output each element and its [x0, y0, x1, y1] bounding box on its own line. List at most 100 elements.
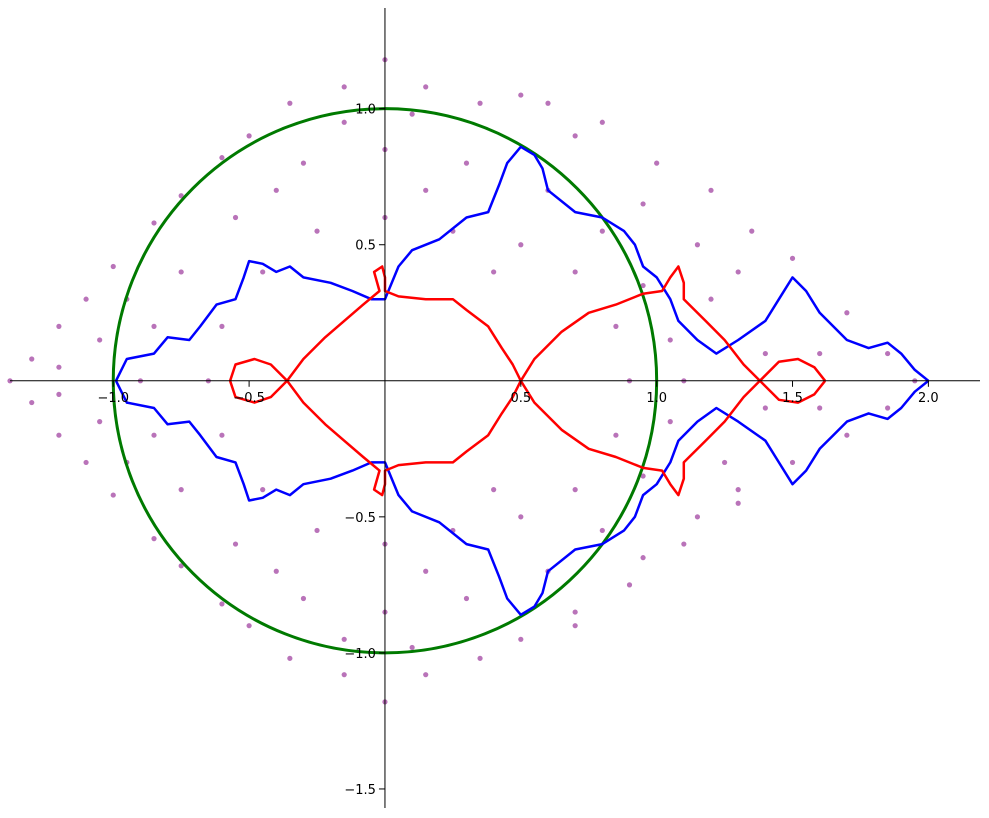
scatter-point: [83, 296, 89, 302]
fractal-curve: [114, 379, 930, 617]
scatter-point: [708, 296, 714, 302]
fractal-curve: [228, 379, 827, 497]
x-tick-label: −1.0: [97, 391, 129, 406]
scatter-point: [667, 337, 673, 343]
scatter-point: [599, 527, 605, 534]
y-tick-label: −0.5: [344, 511, 376, 526]
scatter-point: [151, 220, 157, 226]
x-tick-label: 1.5: [782, 391, 803, 406]
y-tick-label: 1.0: [355, 103, 376, 118]
scatter-point: [314, 527, 320, 534]
scatter-point: [789, 255, 796, 261]
scatter-point: [694, 514, 701, 520]
scatter-point: [735, 500, 741, 506]
scatter-point: [409, 111, 415, 117]
scatter-point: [640, 473, 646, 479]
scatter-point: [110, 263, 116, 270]
scatter-point: [341, 84, 347, 90]
scatter-point: [613, 432, 619, 438]
scatter-point: [817, 350, 823, 357]
scatter-point: [477, 655, 483, 661]
scatter-point: [260, 269, 266, 275]
scatter-point: [667, 419, 673, 425]
scatter-point: [110, 492, 116, 498]
scatter-point: [423, 672, 429, 678]
scatter-point: [518, 636, 524, 642]
scatter-point: [681, 541, 687, 547]
scatter-point: [273, 187, 279, 193]
scatter-point: [789, 459, 796, 466]
x-tick-label: 0.5: [510, 391, 531, 406]
scatter-point: [423, 568, 429, 574]
scatter-point: [491, 487, 497, 493]
x-tick-label: 1.0: [646, 391, 667, 406]
scatter-point: [423, 187, 429, 193]
scatter-point: [260, 487, 266, 493]
scatter-point: [844, 310, 850, 316]
scatter-point: [572, 269, 578, 275]
scatter-point: [844, 432, 850, 438]
scatter-point: [29, 399, 35, 406]
scatter-point: [491, 269, 497, 275]
scatter-point: [273, 568, 279, 574]
scatter-point: [83, 459, 89, 466]
y-tick-label: −1.5: [344, 783, 376, 798]
x-tick-label: −0.5: [233, 391, 265, 406]
scatter-point: [817, 405, 823, 411]
scatter-point: [463, 160, 470, 166]
scatter-point: [721, 459, 728, 466]
scatter-point: [518, 92, 524, 98]
scatter-point: [735, 487, 741, 493]
scatter-point: [518, 514, 524, 520]
scatter-point: [762, 405, 768, 411]
scatter-point: [151, 323, 157, 329]
scatter-point: [613, 323, 619, 329]
scatter-point: [626, 582, 633, 588]
scatter-point: [341, 672, 347, 678]
y-tick-label: 0.5: [355, 239, 376, 254]
scatter-point: [178, 269, 184, 275]
scatter-point: [708, 187, 714, 193]
scatter-point: [477, 100, 483, 106]
scatter-point: [694, 242, 701, 248]
scatter-point: [178, 563, 184, 569]
scatter-point: [341, 119, 347, 125]
scatter-point: [640, 201, 646, 207]
scatter-point: [178, 193, 184, 199]
y-tick-label: −1.0: [344, 647, 376, 662]
scatter-point: [314, 228, 320, 234]
scatter-point: [463, 595, 470, 602]
scatter-point: [735, 269, 741, 275]
scatter-point: [885, 350, 891, 357]
scatter-point: [885, 405, 891, 411]
scatter-point: [749, 228, 755, 234]
scatter-point: [287, 655, 293, 661]
scatter-point: [56, 432, 62, 438]
scatter-point: [219, 155, 225, 161]
scatter-point: [654, 160, 660, 166]
scatter-point: [341, 636, 347, 642]
fractal-curve: [114, 145, 930, 382]
scatter-point: [518, 242, 524, 248]
scatter-point: [151, 432, 157, 438]
scatter-point: [178, 487, 184, 493]
scatter-point: [56, 323, 62, 329]
scatter-point: [572, 623, 578, 629]
scatter-point: [762, 350, 768, 357]
scatter-point: [640, 555, 646, 561]
scatter-point: [287, 100, 293, 106]
scatter-point: [599, 228, 605, 234]
scatter-point: [219, 323, 225, 329]
scatter-point: [219, 601, 225, 607]
scatter-point: [572, 609, 578, 615]
scatter-point: [409, 644, 415, 651]
scatter-point: [151, 536, 157, 542]
scatter-point: [423, 84, 429, 90]
axes: −1.0 −0.5 0.5 1.0 1.5 2.0 −1.5 −1.0 −0.5 0.5 1.0: [10, 8, 980, 808]
scatter-point: [97, 337, 103, 343]
scatter-point: [232, 214, 239, 221]
fractal-curve: [228, 265, 827, 383]
scatter-point: [29, 356, 35, 362]
